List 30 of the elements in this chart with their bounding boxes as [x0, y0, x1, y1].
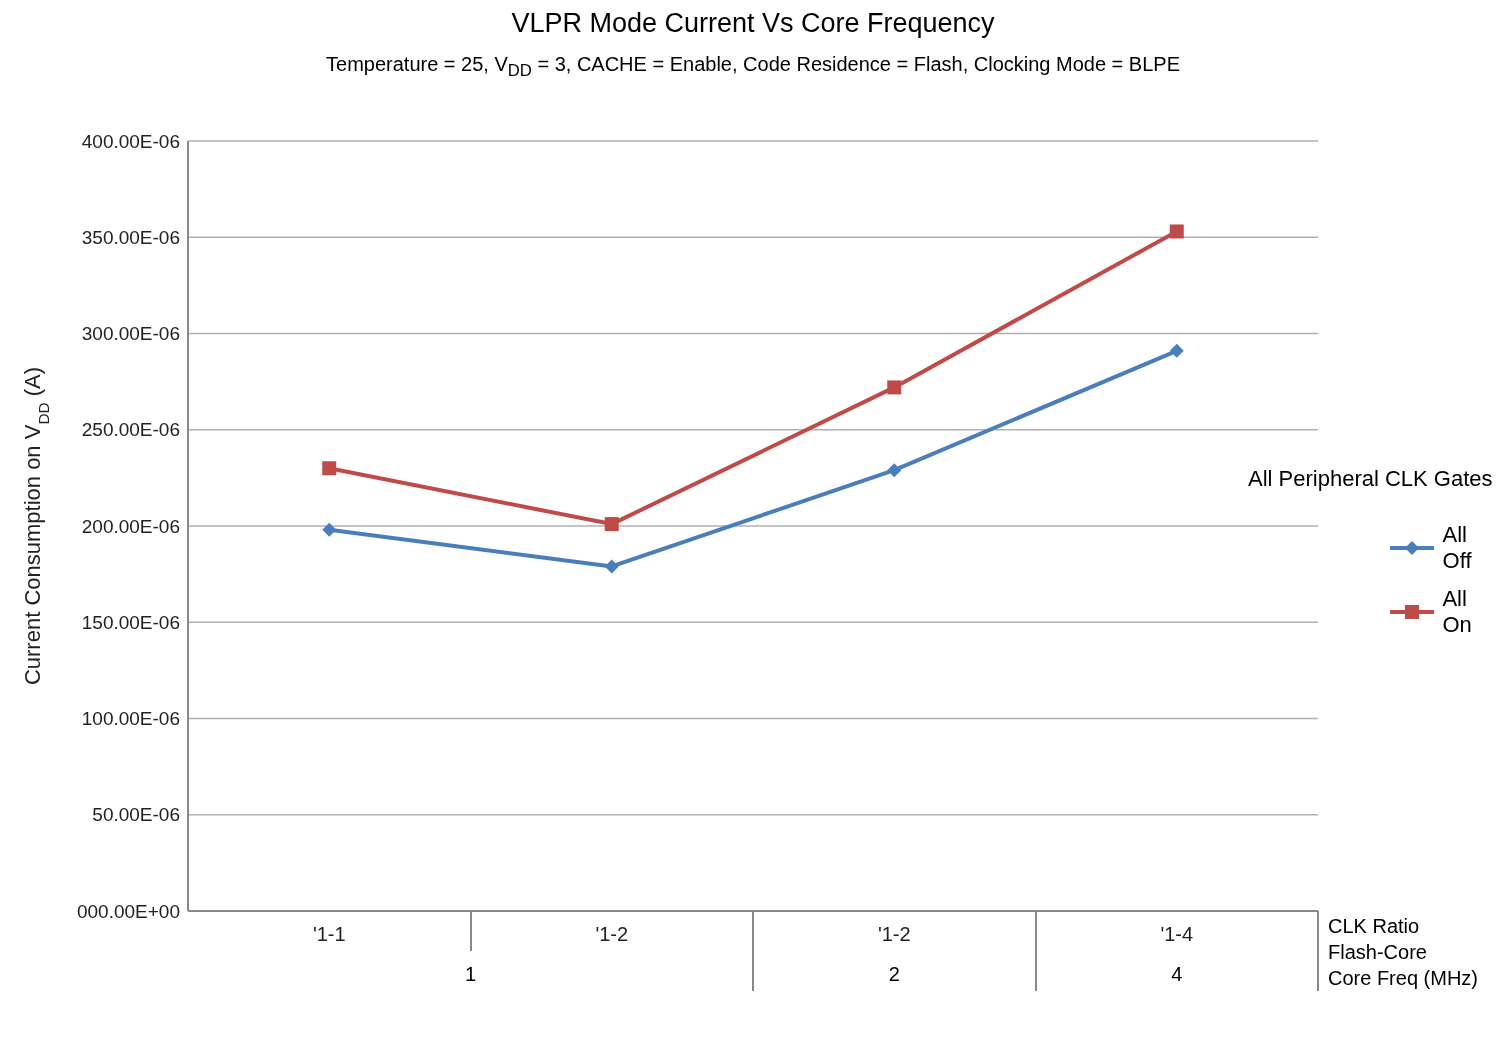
point — [322, 522, 337, 537]
legend-title: All Peripheral CLK Gates — [1248, 466, 1494, 492]
y-tick-label: 50.00E-06 — [92, 804, 180, 826]
x-axis-title: CLK Ratio Flash-Core Core Freq (MHz) — [1328, 914, 1479, 991]
legend-label: All On — [1442, 586, 1473, 638]
x-tick-label: '1-4 — [1160, 923, 1194, 946]
point — [887, 463, 902, 478]
text: 2 — [887, 963, 901, 986]
chart-subtitle: Temperature = 25, V$_{DD}$ = 3, CACHE = Enable, Code Residence = Flash, Clocking Mode = BLPE — [325, 53, 1181, 81]
y-tick-label: 100.00E-06 — [81, 708, 180, 730]
y-tick-label: 200.00E-06 — [81, 515, 180, 537]
x-tick-label: '1-2 — [877, 923, 911, 946]
point — [1169, 224, 1184, 239]
chart-title: VLPR Mode Current Vs Core Frequency — [510, 8, 996, 39]
y-tick-label: 150.00E-06 — [81, 611, 180, 633]
y-tick-label: 300.00E-06 — [81, 323, 180, 345]
y-tick-label: 350.00E-06 — [81, 226, 180, 248]
point — [604, 559, 619, 574]
point — [604, 517, 619, 532]
legend-label: All Off — [1442, 522, 1473, 574]
text: 1 — [463, 963, 478, 986]
y-tick-label: 000.00E+00 — [76, 900, 180, 922]
x-tick-label: '1-1 — [312, 923, 346, 946]
y-tick-label: 400.00E-06 — [81, 130, 180, 152]
text: 4 — [1170, 963, 1184, 986]
point — [1169, 343, 1184, 358]
point — [887, 380, 902, 395]
y-tick-label: 250.00E-06 — [81, 419, 180, 441]
point — [322, 461, 337, 476]
x-tick-label: '1-2 — [595, 923, 629, 946]
